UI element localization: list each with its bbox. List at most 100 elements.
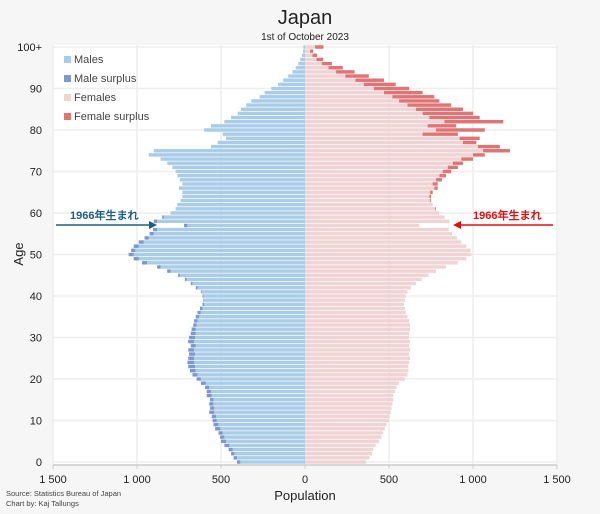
female-bar — [305, 294, 406, 298]
male-surplus-bar — [192, 373, 198, 377]
male-bar — [224, 435, 305, 439]
female-bar — [305, 335, 410, 340]
male-bar — [215, 414, 305, 419]
female-bar — [305, 377, 405, 381]
male-bar — [288, 74, 305, 78]
annotation-left: 1966年生まれ — [56, 208, 157, 229]
male-bar — [203, 294, 305, 298]
female-bar — [305, 219, 450, 224]
male-bar — [302, 49, 305, 53]
female-bar — [305, 78, 356, 82]
male-surplus-bar — [188, 356, 195, 360]
female-surplus-bar — [439, 173, 447, 178]
male-surplus-bar — [189, 368, 196, 373]
male-bar — [213, 398, 305, 402]
female-surplus-bar — [422, 111, 473, 116]
chart-subtitle: 1st of October 2023 — [261, 32, 349, 43]
male-surplus-bar — [190, 281, 193, 286]
male-bar — [200, 310, 305, 315]
male-surplus-bar — [195, 285, 198, 290]
y-tick-label: 60 — [30, 208, 42, 220]
male-surplus-bar — [184, 277, 187, 282]
male-bar — [200, 377, 305, 381]
male-bar — [143, 240, 305, 244]
female-bar — [305, 331, 410, 336]
female-surplus-bar — [452, 161, 463, 165]
y-tick-label: 90 — [30, 84, 42, 96]
x-tick-label: 1 500 — [39, 474, 67, 486]
male-bar — [196, 323, 305, 327]
female-bar — [305, 232, 452, 236]
male-surplus-bar — [221, 439, 227, 443]
female-surplus-bar — [436, 178, 442, 182]
male-bar — [226, 136, 305, 141]
male-bar — [231, 115, 305, 120]
female-bar — [305, 194, 430, 199]
male-surplus-bar — [233, 456, 237, 460]
male-bar — [204, 298, 305, 302]
female-bar — [305, 389, 395, 394]
female-bar — [305, 327, 410, 331]
male-bar — [202, 306, 305, 311]
x-axis-ticks: 1 500 1 000 500 0 500 1 000 1 500 — [39, 465, 571, 486]
male-bar — [292, 70, 305, 74]
male-surplus-bar — [190, 344, 196, 348]
female-surplus-bar — [483, 149, 510, 153]
chart-title: Japan — [278, 7, 333, 29]
male-bar — [236, 456, 305, 460]
female-bar — [305, 410, 391, 414]
y-tick-label: 10 — [30, 416, 42, 428]
female-bar — [305, 364, 409, 369]
male-bar — [201, 290, 305, 294]
male-surplus-bar — [228, 447, 233, 452]
male-bar — [187, 223, 305, 228]
female-bar — [305, 256, 467, 261]
male-bar — [217, 140, 305, 145]
male-surplus-bar — [188, 339, 195, 344]
male-surplus-bar — [138, 240, 144, 244]
female-bar — [305, 265, 447, 269]
female-surplus-bar — [432, 182, 438, 186]
legend: Males Male surplus Females Female surplus — [64, 54, 150, 123]
male-bar — [220, 427, 305, 431]
male-bar — [195, 327, 305, 331]
male-bar — [147, 261, 305, 265]
female-surplus-bar — [444, 119, 504, 124]
female-bar — [305, 186, 435, 190]
female-bar — [305, 277, 422, 282]
female-bar — [305, 385, 397, 390]
female-bar — [305, 315, 408, 319]
male-bar — [153, 232, 305, 236]
male-bar — [195, 368, 305, 373]
female-surplus-bar — [363, 82, 396, 87]
male-surplus-bar — [213, 422, 219, 427]
female-bar — [305, 157, 462, 161]
male-bar — [218, 422, 305, 427]
female-surplus-bar — [436, 128, 485, 132]
annotation-right-arrowhead-icon — [453, 221, 461, 229]
male-bar — [210, 124, 305, 128]
male-surplus-bar — [133, 244, 139, 248]
y-axis-label: Age — [11, 242, 26, 265]
female-bar — [305, 261, 458, 265]
male-bar — [175, 207, 305, 211]
male-bar — [204, 128, 305, 132]
male-surplus-bar — [206, 393, 212, 398]
male-surplus-bar — [205, 385, 210, 390]
female-bar — [305, 223, 420, 228]
legend-swatch — [64, 94, 71, 101]
y-tick-label: 80 — [30, 125, 42, 137]
female-bar — [305, 169, 443, 174]
female-surplus-bar — [447, 165, 458, 170]
male-bar — [303, 45, 305, 49]
male-surplus-bar — [200, 381, 206, 385]
male-surplus-bar — [131, 248, 136, 253]
source-note: Source: Statistics Bureau of Japan — [6, 489, 121, 498]
male-bar — [179, 178, 305, 182]
male-bar — [222, 132, 305, 136]
female-surplus-bar — [399, 99, 440, 103]
male-bar — [216, 418, 305, 423]
male-bar — [259, 95, 305, 99]
female-bar — [305, 198, 431, 203]
